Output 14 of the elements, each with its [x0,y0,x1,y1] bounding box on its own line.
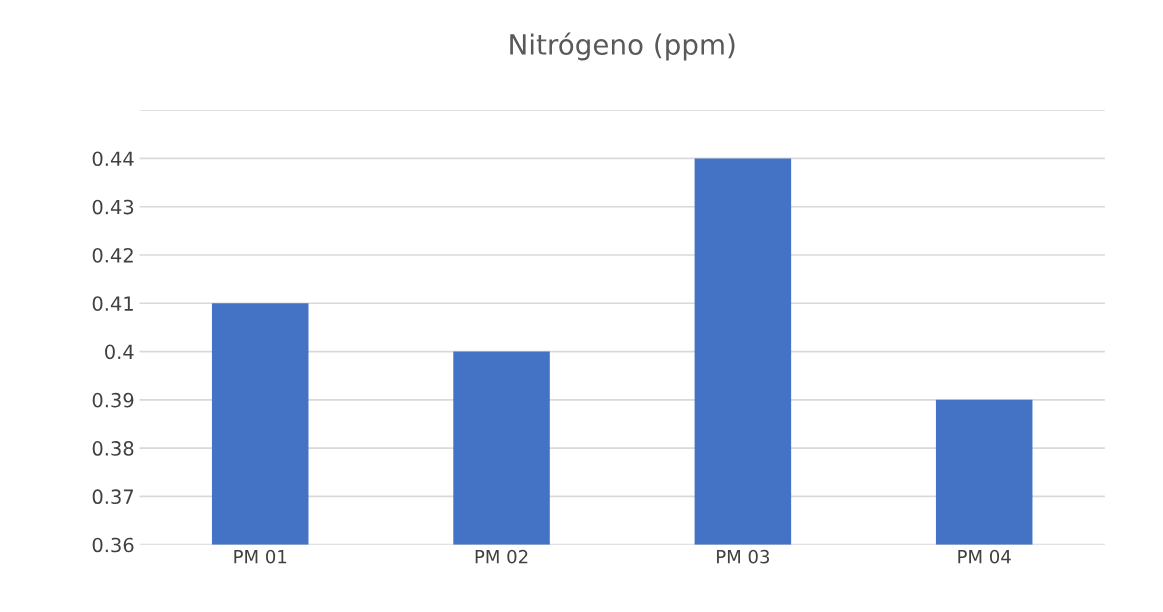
y-tick-label: 0.37 [92,489,134,505]
y-tick-label: 0.43 [92,199,134,215]
y-tick-label: 0.4 [105,344,134,360]
y-tick-label: 0.38 [92,441,134,456]
y-tick-label: 0.39 [92,392,134,408]
y-tick-label: 0.41 [92,296,133,311]
y-tick-label: 0.36 [92,537,134,553]
x-tick-label: PM 03 [717,549,770,564]
x-tick-label: PM 01 [234,549,287,564]
x-tick-label: PM 02 [475,549,528,564]
y-tick-label: 0.44 [92,151,134,167]
chart-title: Nitrógeno (ppm) [510,32,735,61]
x-tick-label: PM 04 [958,549,1011,564]
y-tick-label: 0.42 [92,247,133,263]
